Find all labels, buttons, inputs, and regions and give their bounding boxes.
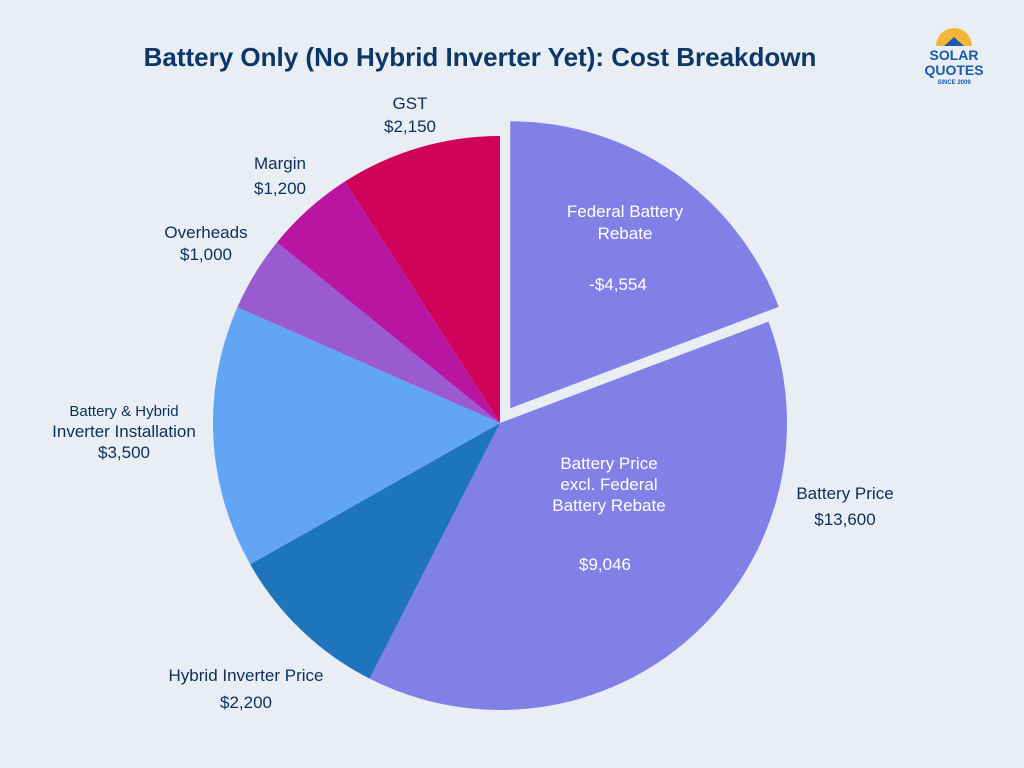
battery-outer-label: Battery Price — [796, 484, 893, 503]
install-value: $3,500 — [98, 443, 150, 462]
logo-line2: QUOTES — [924, 62, 983, 78]
pie-slice-gst — [344, 136, 500, 423]
install-label-line2: Inverter Installation — [52, 422, 196, 441]
pie-slice-battery — [369, 321, 787, 711]
gst-label: GST — [393, 94, 428, 113]
pie-slice-margin — [276, 181, 500, 423]
battery-outer-value: $13,600 — [814, 510, 875, 529]
pie-slice-install — [212, 307, 500, 565]
pie-slices — [212, 121, 787, 711]
battery-inner-value: $9,046 — [579, 555, 631, 574]
overheads-label: Overheads — [164, 223, 247, 242]
rebate-value: -$4,554 — [589, 275, 647, 294]
install-label-line1: Battery & Hybrid — [69, 403, 178, 420]
rebate-label-line1: Federal Battery — [567, 202, 684, 221]
gst-value: $2,150 — [384, 117, 436, 136]
logo-line1: SOLAR — [930, 47, 979, 63]
house-sun-icon — [936, 28, 972, 46]
solarquotes-logo: SOLAR QUOTES SINCE 2009 — [924, 28, 984, 86]
pie-slice-inverter — [250, 423, 500, 679]
rebate-label-line2: Rebate — [598, 224, 653, 243]
battery-inner-line1: Battery Price — [560, 454, 657, 473]
chart-title: Battery Only (No Hybrid Inverter Yet): C… — [143, 42, 817, 72]
battery-inner-line2: excl. Federal — [560, 475, 657, 494]
battery-inner-line3: Battery Rebate — [552, 496, 665, 515]
pie-slice-rebate — [510, 121, 779, 409]
pie-slice-overheads — [237, 242, 501, 423]
inverter-label: Hybrid Inverter Price — [169, 666, 324, 685]
overheads-value: $1,000 — [180, 245, 232, 264]
margin-label: Margin — [254, 154, 306, 173]
inverter-value: $2,200 — [220, 693, 272, 712]
logo-line3: SINCE 2009 — [937, 80, 971, 86]
margin-value: $1,200 — [254, 179, 306, 198]
